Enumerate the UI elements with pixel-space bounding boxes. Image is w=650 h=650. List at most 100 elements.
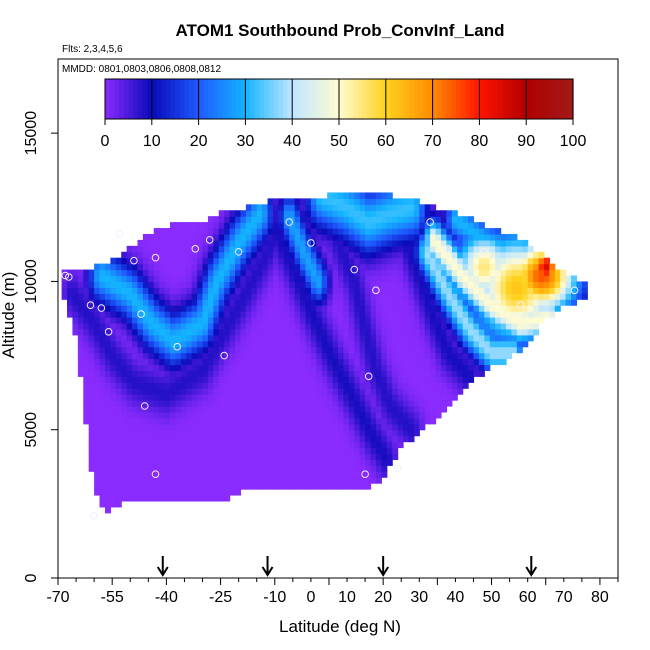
heat-cell	[338, 447, 345, 455]
heat-cell	[235, 364, 242, 371]
heat-cell	[278, 429, 285, 437]
heat-cell	[213, 257, 220, 265]
heat-cell	[451, 388, 458, 395]
heat-cell	[256, 328, 263, 336]
heat-cell	[110, 287, 117, 294]
heat-cell	[272, 228, 279, 235]
heat-cell	[392, 423, 399, 431]
heat-cell	[359, 293, 366, 300]
colorbar-segment	[432, 79, 438, 119]
heat-cell	[403, 228, 410, 235]
y-axis-ticks	[51, 132, 58, 579]
heat-cell	[338, 269, 345, 277]
heat-cell	[489, 340, 496, 348]
heat-cell	[132, 299, 139, 306]
heat-cell	[440, 376, 447, 383]
heat-cell	[457, 299, 464, 306]
heat-cell	[262, 465, 269, 472]
heat-cell	[424, 251, 431, 259]
heat-cell	[142, 435, 149, 443]
heat-cell	[538, 251, 545, 259]
heat-cell	[424, 400, 431, 407]
heat-cell	[359, 204, 366, 211]
heat-cell	[408, 328, 415, 336]
colorbar-tick-labels: 0 10 20 30 40 50 60 70 80 90 100	[101, 133, 587, 150]
heat-cell	[408, 281, 415, 288]
heat-cell	[332, 388, 339, 395]
heat-cell	[365, 198, 372, 205]
heat-cell	[251, 239, 258, 247]
heat-cell	[115, 293, 122, 300]
heat-cell	[267, 275, 274, 283]
heat-cell	[251, 394, 258, 401]
heat-cell	[435, 317, 442, 324]
heat-cell	[397, 435, 404, 443]
heat-cell	[235, 216, 242, 223]
heat-cell	[148, 340, 155, 348]
heat-cell	[186, 477, 193, 484]
heat-cell	[516, 245, 523, 253]
heat-cell	[115, 352, 122, 360]
heat-cell	[451, 352, 458, 360]
heat-cell	[354, 394, 361, 401]
heat-cell	[365, 447, 372, 455]
heat-cell	[430, 222, 437, 229]
heat-cell	[218, 483, 225, 490]
heat-cell	[213, 405, 220, 413]
heat-cell	[381, 334, 388, 342]
heat-cell	[235, 465, 242, 472]
heat-cell	[365, 453, 372, 460]
heat-cell	[397, 311, 404, 318]
heat-cell	[262, 334, 269, 342]
heat-cell	[484, 269, 491, 277]
heat-cell	[424, 405, 431, 413]
heat-cell	[207, 423, 214, 431]
heat-cell	[245, 322, 252, 330]
heat-cell	[197, 494, 204, 502]
colorbar-segment	[484, 79, 490, 119]
heat-cell	[549, 293, 556, 300]
heat-cell	[305, 233, 312, 241]
heat-cell	[207, 364, 214, 371]
heat-cell	[310, 328, 317, 336]
heat-cell	[430, 311, 437, 318]
heat-cell	[175, 477, 182, 484]
heat-cell	[305, 423, 312, 431]
heat-cell	[213, 447, 220, 455]
heat-cell	[300, 222, 307, 229]
heat-cell	[94, 263, 101, 271]
heat-cell	[359, 275, 366, 283]
heat-cell	[251, 263, 258, 271]
heat-cell	[207, 477, 214, 484]
heat-cell	[262, 376, 269, 383]
heat-cell	[403, 305, 410, 312]
heat-cell	[224, 299, 231, 306]
heat-cell	[294, 453, 301, 460]
heat-cell	[126, 459, 133, 466]
heat-cell	[408, 358, 415, 366]
heat-cell	[235, 405, 242, 413]
heat-cell	[348, 364, 355, 371]
heat-cell	[99, 263, 106, 271]
heat-cell	[397, 346, 404, 354]
heat-cell	[289, 483, 296, 490]
heat-cell	[262, 281, 269, 288]
heat-cell	[348, 216, 355, 223]
heat-cell	[484, 263, 491, 271]
heat-cell	[468, 305, 475, 312]
heat-cell	[386, 340, 393, 348]
heat-cell	[224, 210, 231, 217]
heat-cell	[262, 210, 269, 217]
heat-cell	[338, 263, 345, 271]
heat-cell	[332, 287, 339, 294]
heat-cell	[305, 471, 312, 478]
heat-cell	[104, 287, 111, 294]
heat-cell	[94, 281, 101, 288]
heat-cell	[375, 257, 382, 265]
colorbar-segment	[231, 79, 237, 119]
heat-cell	[478, 251, 485, 259]
heat-cell	[397, 328, 404, 336]
heat-cell	[170, 483, 177, 490]
heat-cell	[218, 228, 225, 235]
heat-cell	[224, 459, 231, 466]
